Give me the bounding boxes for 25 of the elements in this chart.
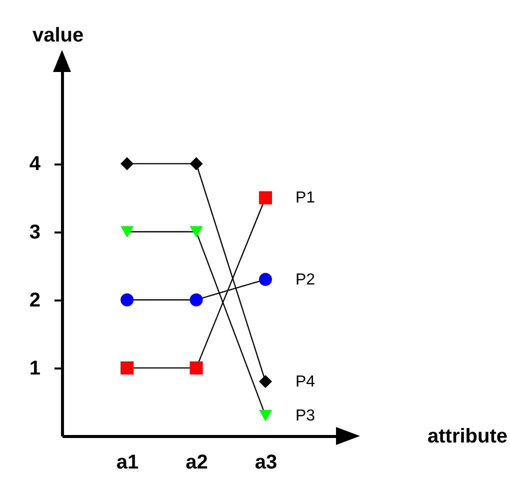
y-axis-title: value	[32, 24, 84, 46]
x-tick-label: a1	[116, 452, 139, 474]
point	[258, 410, 272, 422]
point	[190, 226, 203, 238]
point	[190, 157, 203, 170]
point	[190, 293, 203, 306]
point	[190, 361, 203, 374]
y-tick-label: 4	[29, 153, 42, 176]
x-tick-label: a2	[186, 452, 208, 474]
point	[120, 226, 134, 238]
point	[120, 157, 134, 170]
point	[120, 293, 134, 306]
series-label: P2	[295, 271, 316, 288]
x-axis-title: attribute	[428, 426, 508, 448]
point	[258, 375, 272, 388]
series-label: P4	[295, 374, 316, 391]
y-tick-label: 2	[29, 289, 40, 312]
x-tick-label: a3	[254, 452, 278, 474]
point	[120, 361, 134, 374]
point	[258, 272, 272, 286]
series-label: P3	[295, 408, 316, 425]
series-label: P1	[295, 190, 316, 207]
point	[258, 191, 272, 204]
y-tick-label: 3	[29, 221, 40, 244]
y-tick-label: 1	[29, 357, 40, 380]
